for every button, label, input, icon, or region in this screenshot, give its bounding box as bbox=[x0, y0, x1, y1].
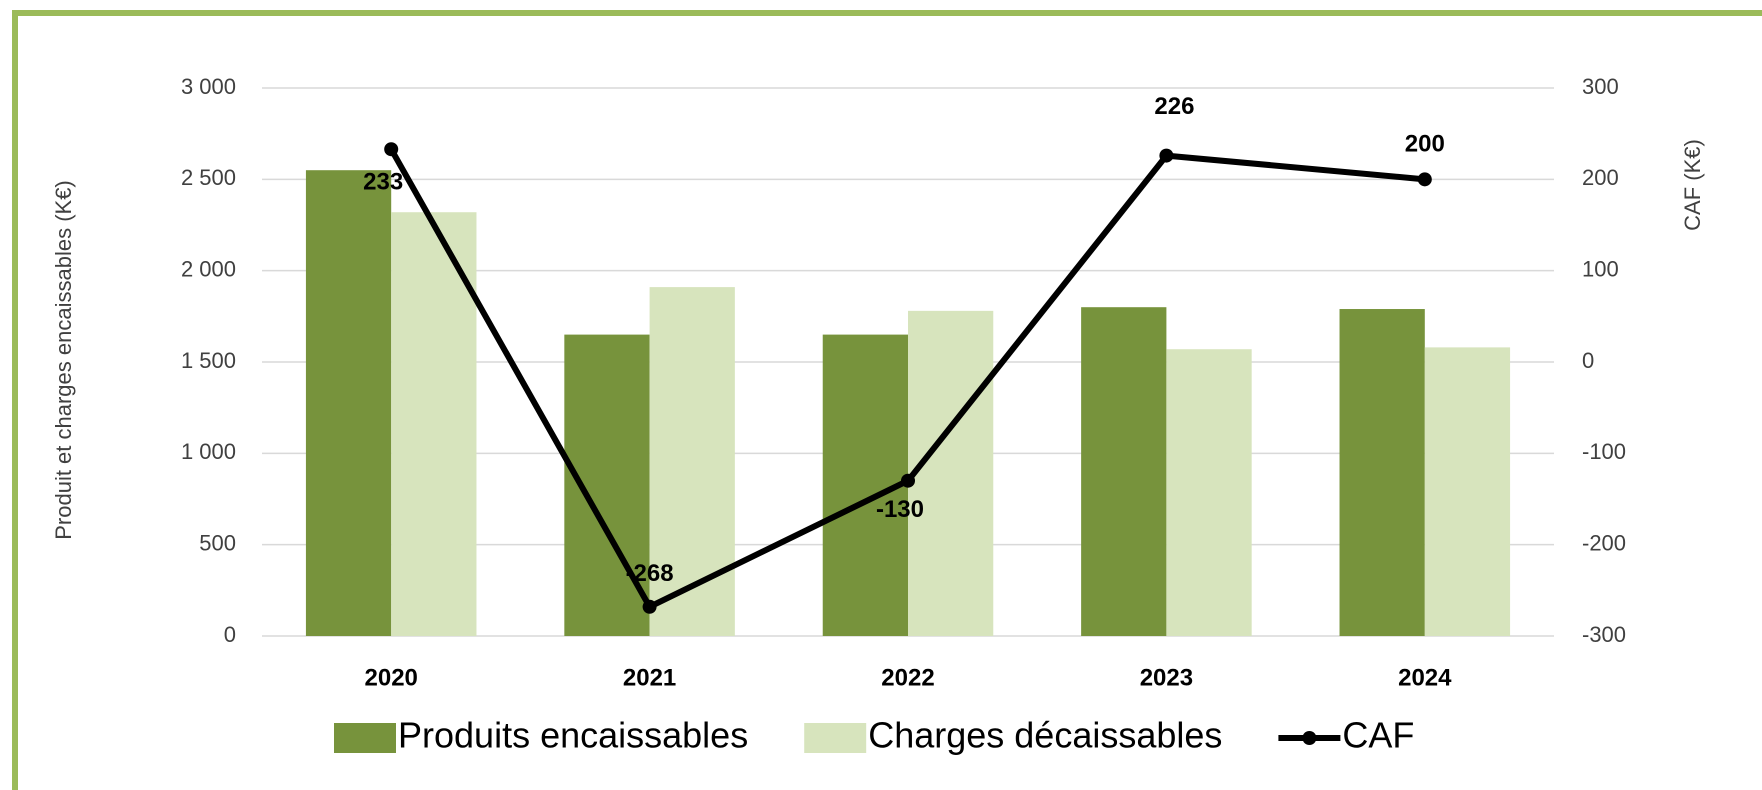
bar bbox=[564, 334, 650, 636]
bar bbox=[1081, 307, 1167, 636]
y-tick-label: 500 bbox=[199, 530, 236, 555]
legend-marker bbox=[1302, 731, 1317, 745]
y-tick-label: 1 500 bbox=[181, 348, 236, 373]
legend-label: Charges décaissables bbox=[868, 715, 1222, 756]
bar bbox=[1339, 309, 1425, 636]
y2-tick-label: 100 bbox=[1582, 256, 1619, 281]
x-tick-label: 2021 bbox=[623, 664, 676, 691]
y2-tick-label: 300 bbox=[1582, 74, 1619, 99]
frame bbox=[12, 10, 1762, 790]
y-tick-label: 2 500 bbox=[181, 165, 236, 190]
marker bbox=[1159, 148, 1174, 163]
bar bbox=[1166, 349, 1252, 636]
bar bbox=[391, 212, 477, 637]
data-label: 226 bbox=[1154, 93, 1194, 120]
x-tick-label: 2020 bbox=[365, 664, 418, 691]
x-tick-label: 2022 bbox=[881, 664, 934, 691]
legend-label: Produits encaissables bbox=[398, 715, 748, 756]
data-label: -130 bbox=[876, 496, 924, 523]
marker bbox=[642, 599, 657, 614]
y2-axis-title: CAF (K€) bbox=[1680, 139, 1705, 231]
marker bbox=[901, 473, 915, 488]
y2-tick-label: -100 bbox=[1582, 439, 1626, 464]
marker bbox=[384, 142, 399, 157]
y-axis-title: Produit et charges encaissables (K€) bbox=[51, 180, 76, 540]
y-tick-label: 3 000 bbox=[181, 74, 236, 99]
marker bbox=[1417, 172, 1432, 187]
y-tick-label: 2 000 bbox=[181, 256, 236, 281]
bar bbox=[305, 170, 392, 636]
legend-swatch bbox=[334, 723, 396, 753]
bar bbox=[1424, 347, 1511, 636]
y-tick-label: 0 bbox=[224, 622, 236, 647]
y2-tick-label: -200 bbox=[1582, 530, 1626, 555]
x-tick-label: 2024 bbox=[1398, 664, 1452, 691]
legend-label: CAF bbox=[1342, 715, 1414, 756]
data-label: 200 bbox=[1405, 131, 1445, 158]
x-tick-label: 2023 bbox=[1140, 664, 1193, 691]
y2-tick-label: 200 bbox=[1582, 165, 1619, 190]
y-tick-label: 1 000 bbox=[181, 439, 236, 464]
y2-tick-label: 0 bbox=[1582, 348, 1594, 373]
data-label: 233 bbox=[363, 169, 403, 196]
bar bbox=[649, 287, 735, 636]
y2-tick-label: -300 bbox=[1582, 622, 1626, 647]
legend-swatch bbox=[804, 723, 867, 753]
bar bbox=[908, 310, 994, 636]
data-label: -268 bbox=[626, 560, 674, 587]
